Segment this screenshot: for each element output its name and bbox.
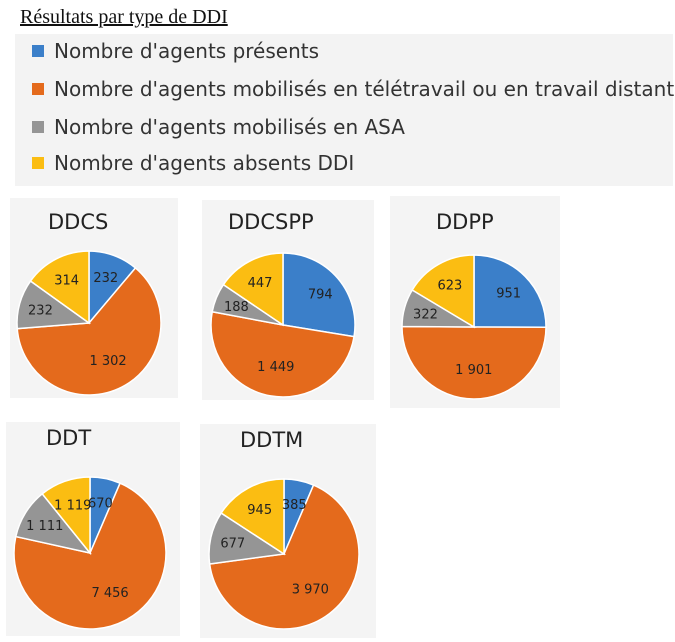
chart-title: DDPP <box>436 210 494 234</box>
pie-label-present: 232 <box>93 271 118 286</box>
pie-slice-absent <box>220 478 285 556</box>
pie-slice-present <box>473 254 547 328</box>
chart-panel-ddt: DDT 670 7 456 1 111 1 119 <box>6 422 180 636</box>
pie-label-telework: 3 970 <box>292 583 329 598</box>
chart-panel-ddcspp: DDCSPP 794 1 449 188 447 <box>202 200 374 400</box>
legend-swatch-asa <box>32 121 44 133</box>
chart-panel-ddpp: DDPP 951 1 901 322 623 <box>390 196 560 408</box>
pie-label-telework: 1 302 <box>89 354 126 369</box>
pie-chart-ddcspp: 794 1 449 188 447 <box>210 252 356 398</box>
pie-label-telework: 1 449 <box>257 360 294 375</box>
pie-label-present: 385 <box>282 498 307 513</box>
pie-label-absent: 447 <box>248 276 273 291</box>
pie-label-telework: 7 456 <box>91 586 128 601</box>
legend-swatch-telework <box>32 83 44 95</box>
pie-slice-absent <box>29 250 90 325</box>
pie-slice-present <box>282 252 356 338</box>
pie-slice-telework <box>208 484 360 630</box>
legend-label-asa: Nombre d'agents mobilisés en ASA <box>54 115 405 139</box>
chart-title: DDCSPP <box>228 210 314 234</box>
chart-panel-ddcs: DDCS 232 1 302 232 314 <box>10 198 178 398</box>
pie-slice-telework <box>13 482 167 630</box>
pie-label-absent: 314 <box>54 273 79 288</box>
pie-slice-telework <box>16 266 162 396</box>
legend-swatch-present <box>32 45 44 57</box>
chart-title: DDT <box>46 426 92 450</box>
pie-label-asa: 1 111 <box>26 519 63 534</box>
pie-label-asa: 188 <box>224 300 249 315</box>
pie-label-telework: 1 901 <box>455 363 492 378</box>
pie-label-absent: 1 119 <box>54 498 91 513</box>
pie-slice-telework <box>401 325 547 400</box>
legend-item-telework: Nombre d'agents mobilisés en télétravail… <box>32 74 674 104</box>
chart-title: DDTM <box>240 428 304 452</box>
legend-label-present: Nombre d'agents présents <box>54 39 320 63</box>
legend-label-absent: Nombre d'agents absents DDI <box>54 151 355 175</box>
page-title: Résultats par type de DDI <box>20 6 228 28</box>
pie-label-absent: 623 <box>437 278 462 293</box>
legend-item-absent: Nombre d'agents absents DDI <box>32 148 354 178</box>
chart-panel-ddtm: DDTM 385 3 970 677 945 <box>200 424 376 638</box>
pie-label-present: 794 <box>308 287 333 302</box>
pie-label-present: 951 <box>496 286 521 301</box>
pie-chart-ddt: 670 7 456 1 111 1 119 <box>13 476 167 630</box>
legend-label-telework: Nombre d'agents mobilisés en télétravail… <box>54 77 675 101</box>
legend-item-present: Nombre d'agents présents <box>32 36 319 66</box>
pie-label-present: 670 <box>88 496 113 511</box>
pie-label-asa: 322 <box>413 307 438 322</box>
pie-chart-ddpp: 951 1 901 322 623 <box>401 254 547 400</box>
pie-label-asa: 232 <box>28 303 53 318</box>
pie-slice-absent <box>41 476 91 556</box>
pie-slice-telework <box>210 310 355 398</box>
pie-label-asa: 677 <box>220 536 245 551</box>
pie-slice-absent <box>222 252 284 327</box>
legend-item-asa: Nombre d'agents mobilisés en ASA <box>32 112 405 142</box>
pie-chart-ddtm: 385 3 970 677 945 <box>208 478 360 630</box>
legend: Nombre d'agents présents Nombre d'agents… <box>15 34 674 186</box>
pie-label-absent: 945 <box>247 503 272 518</box>
pie-slice-absent <box>411 254 475 329</box>
chart-title: DDCS <box>48 210 109 234</box>
legend-swatch-absent <box>32 157 44 169</box>
